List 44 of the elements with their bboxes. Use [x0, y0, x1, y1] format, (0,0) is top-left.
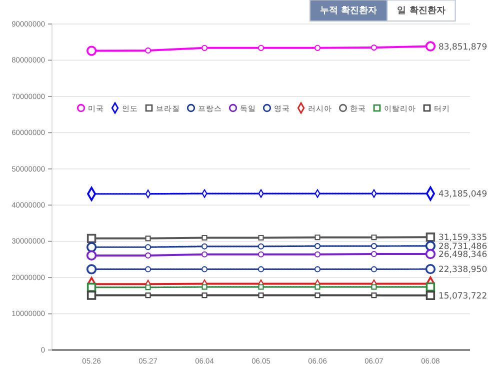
point	[371, 292, 377, 298]
data-label: 22,338,950	[438, 265, 488, 276]
data-label: 31,159,335	[438, 233, 488, 244]
point	[370, 266, 378, 272]
point	[258, 44, 264, 51]
point	[314, 292, 320, 298]
point	[144, 244, 152, 250]
point	[258, 292, 264, 298]
point	[145, 236, 151, 242]
point	[145, 284, 151, 290]
point	[370, 44, 378, 51]
data-label: 26,498,346	[438, 250, 488, 260]
point	[201, 251, 208, 258]
point	[370, 242, 378, 250]
data-label: 83,851,879	[438, 42, 488, 52]
point	[201, 243, 208, 250]
toggle-button[interactable]: 일 확진환자	[386, 0, 456, 22]
point	[258, 284, 264, 290]
point	[202, 234, 208, 240]
point	[202, 292, 208, 298]
point	[258, 243, 264, 250]
point	[371, 284, 377, 290]
point	[370, 250, 378, 258]
data-label: 28,731,486	[438, 242, 488, 252]
point	[258, 251, 264, 258]
data-label: 43,185,049	[438, 190, 488, 200]
toggle-button[interactable]: 누적 확진환자	[310, 0, 388, 22]
point	[314, 266, 321, 272]
point	[314, 44, 321, 51]
point	[201, 266, 208, 272]
point	[314, 251, 321, 258]
point	[371, 234, 377, 240]
point	[144, 47, 152, 54]
point	[314, 284, 320, 290]
point	[144, 266, 152, 272]
point	[314, 242, 321, 250]
data-label: 15,073,722	[438, 291, 488, 302]
point	[202, 284, 208, 290]
point	[258, 266, 264, 272]
point	[314, 234, 320, 240]
point	[145, 292, 151, 298]
point	[258, 234, 264, 240]
point	[144, 252, 152, 259]
point	[201, 44, 208, 51]
